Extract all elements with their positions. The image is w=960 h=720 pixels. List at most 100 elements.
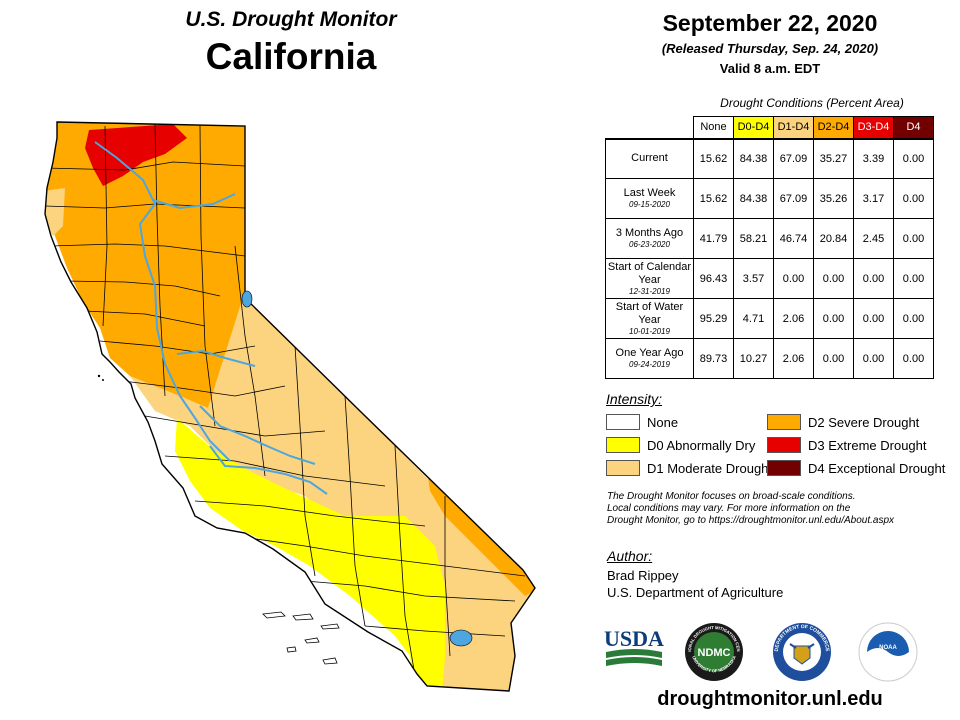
swatch-d4 (767, 460, 801, 476)
farallon-islands (97, 374, 104, 381)
author-org: U.S. Department of Agriculture (607, 585, 784, 600)
author-block: Author: Brad Rippey U.S. Department of A… (607, 548, 783, 601)
swatch-d3 (767, 437, 801, 453)
river-lines (94, 141, 328, 495)
cell-value: 58.21 (733, 218, 774, 259)
col-d0-d4: D0-D4 (733, 116, 774, 139)
cell-value: 67.09 (773, 178, 814, 219)
agency-logos: USDA NDMC NATIONAL DROUGHT MITIGATION CE… (600, 622, 950, 682)
author-title: Author: (607, 548, 653, 564)
cell-value: 96.43 (693, 258, 734, 299)
cell-value: 10.27 (733, 338, 774, 379)
row-label: Start of Water Year 10-01-2019 (605, 298, 694, 339)
table-row: One Year Ago 09-24-2019 89.73 10.27 2.06 … (605, 338, 934, 379)
ndmc-text: NDMC (698, 647, 731, 659)
cell-value: 95.29 (693, 298, 734, 339)
cell-value: 2.06 (773, 298, 814, 339)
cell-value: 0.00 (893, 258, 934, 299)
legend-title: Intensity: (606, 391, 663, 407)
cell-value: 0.00 (853, 258, 894, 299)
legend-item-d1: D1 Moderate Drought (606, 460, 772, 476)
cell-value: 4.71 (733, 298, 774, 339)
row-date: 09-24-2019 (629, 360, 670, 369)
legend-label: D4 Exceptional Drought (808, 460, 946, 476)
commerce-seal-icon: DEPARTMENT OF COMMERCE (773, 623, 831, 681)
note-line: Local conditions may vary. For more info… (607, 503, 851, 514)
monitor-title: U.S. Drought Monitor (185, 8, 397, 31)
row-label-text: Start of Water Year (615, 300, 684, 326)
cell-value: 2.45 (853, 218, 894, 259)
map-header: U.S. Drought Monitor California (0, 8, 582, 78)
row-label-text: One Year Ago (615, 347, 684, 359)
legend-item-d4: D4 Exceptional Drought (767, 460, 945, 476)
legend-label: D2 Severe Drought (808, 414, 920, 430)
drought-conditions-table: None D0-D4 D1-D4 D2-D4 D3-D4 D4 Current … (605, 116, 934, 379)
legend-label: None (647, 414, 679, 430)
cell-value: 0.00 (853, 338, 894, 379)
row-label-text: Start of Calendar Year (607, 260, 692, 286)
cell-value: 15.62 (693, 137, 734, 179)
cell-value: 2.06 (773, 338, 814, 379)
legend-item-d2: D2 Severe Drought (767, 414, 919, 430)
swatch-d0 (606, 437, 640, 453)
cell-value: 84.38 (733, 178, 774, 219)
cell-value: 15.62 (693, 178, 734, 219)
zone-d0-abnormally-dry (175, 418, 445, 691)
date-header: September 22, 2020 (Released Thursday, S… (600, 10, 940, 76)
table-caption: Drought Conditions (Percent Area) (720, 96, 904, 110)
note-line: Drought Monitor, go to https://droughtmo… (607, 515, 895, 526)
california-drought-map (5, 96, 585, 714)
cell-value: 35.27 (813, 137, 854, 179)
col-d3-d4: D3-D4 (853, 116, 894, 139)
legend-item-none: None (606, 414, 678, 430)
row-label-text: 3 Months Ago (615, 227, 684, 239)
swatch-none (606, 414, 640, 430)
cell-value: 3.39 (853, 137, 894, 179)
cell-value: 46.74 (773, 218, 814, 259)
valid-time: Valid 8 a.m. EDT (719, 61, 821, 76)
legend-item-d3: D3 Extreme Drought (767, 437, 927, 453)
legend-label: D1 Moderate Drought (647, 460, 773, 476)
table-row: Last Week 09-15-2020 15.62 84.38 67.09 35… (605, 178, 934, 219)
release-date: (Released Thursday, Sep. 24, 2020) (661, 41, 879, 56)
row-date: 10-01-2019 (629, 326, 670, 336)
row-date: 09-15-2020 (629, 200, 670, 209)
cell-value: 0.00 (893, 298, 934, 339)
col-d2-d4: D2-D4 (813, 116, 854, 139)
row-label: Last Week 09-15-2020 (605, 178, 694, 219)
cell-value: 84.38 (733, 137, 774, 179)
salton-sea (449, 629, 473, 647)
website-link[interactable]: droughtmonitor.unl.edu (657, 688, 883, 710)
noaa-text: NOAA (879, 645, 897, 651)
lake-tahoe (241, 290, 253, 308)
cell-value: 0.00 (893, 338, 934, 379)
col-none: None (693, 116, 734, 139)
cell-value: 0.00 (813, 298, 854, 339)
row-label-text: Current (631, 152, 668, 165)
row-label: Start of Calendar Year 12-31-2019 (605, 258, 694, 299)
swatch-d2 (767, 414, 801, 430)
county-lines (45, 123, 526, 677)
table-corner (606, 117, 694, 139)
author-name: Brad Rippey (607, 568, 679, 583)
row-label: 3 Months Ago 06-23-2020 (605, 218, 694, 259)
col-d4: D4 (893, 116, 934, 139)
row-label: One Year Ago 09-24-2019 (605, 338, 694, 379)
usda-logo-icon: USDA (604, 626, 664, 666)
cell-value: 0.00 (813, 338, 854, 379)
ndmc-logo-icon: NDMC NATIONAL DROUGHT MITIGATION CENTER … (684, 622, 743, 681)
swatch-d1 (606, 460, 640, 476)
row-date: 06-23-2020 (629, 240, 670, 249)
table-row: Start of Calendar Year 12-31-2019 96.43 3… (605, 258, 934, 299)
cell-value: 67.09 (773, 137, 814, 179)
cell-value: 3.57 (733, 258, 774, 299)
cell-value: 35.26 (813, 178, 854, 219)
noaa-logo-icon: NOAA (858, 622, 918, 682)
table-row: 3 Months Ago 06-23-2020 41.79 58.21 46.74… (605, 218, 934, 259)
map-date: September 22, 2020 (662, 10, 878, 36)
intensity-legend: Intensity: (606, 391, 946, 407)
state-outline (44, 121, 536, 692)
channel-islands (262, 611, 340, 665)
cell-value: 0.00 (893, 178, 934, 219)
disclaimer-note: The Drought Monitor focuses on broad-sca… (607, 491, 947, 527)
